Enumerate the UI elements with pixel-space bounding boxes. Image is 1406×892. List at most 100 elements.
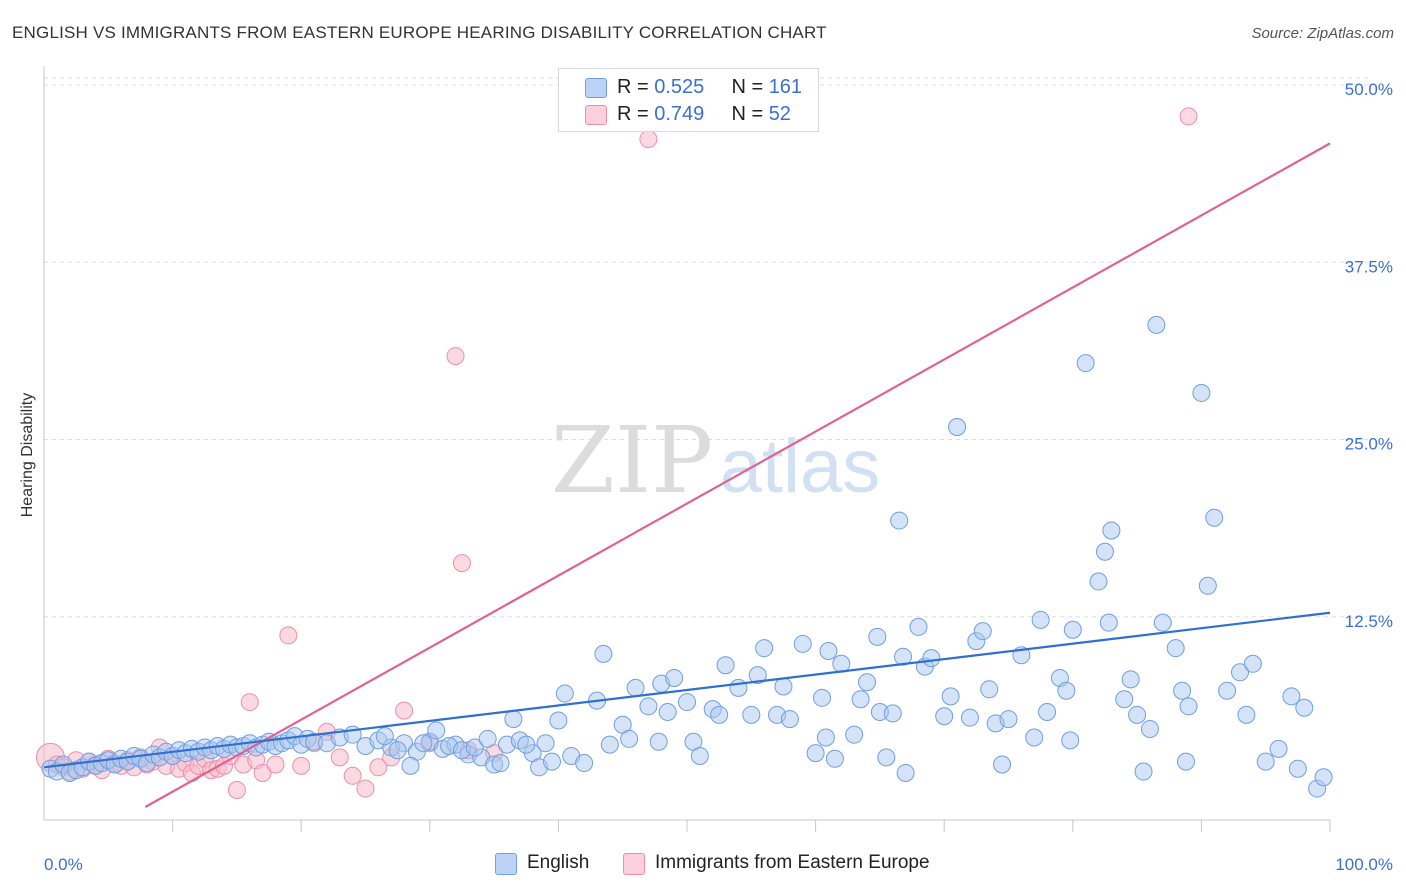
data-point-english xyxy=(1198,576,1217,595)
data-point-english xyxy=(542,752,561,771)
immigrants-legend-swatch xyxy=(623,853,645,875)
data-point-english xyxy=(1176,752,1195,771)
data-point-english xyxy=(729,678,748,697)
y-tick-label: 50.0% xyxy=(1345,80,1393,99)
data-point-english xyxy=(1237,705,1256,724)
data-point-english xyxy=(1166,639,1185,658)
trend-lines xyxy=(43,142,1331,808)
x-tick-label-max: 100.0% xyxy=(1335,855,1393,874)
data-point-english xyxy=(858,673,877,692)
data-point-english xyxy=(1243,654,1262,673)
data-point-english xyxy=(594,644,613,663)
data-point-english xyxy=(1282,687,1301,706)
data-point-english xyxy=(414,734,433,753)
watermark-zip: ZIP xyxy=(551,407,713,514)
chart-title: ENGLISH VS IMMIGRANTS FROM EASTERN EUROP… xyxy=(12,23,827,42)
data-point-english xyxy=(1314,768,1333,787)
data-point-english xyxy=(665,668,684,687)
n-value-immigrants: 52 xyxy=(768,103,791,125)
data-point-english xyxy=(935,707,954,726)
data-point-english xyxy=(504,710,523,729)
data-point-english xyxy=(658,702,677,721)
trend-line-immigrants xyxy=(144,142,1331,808)
english-legend-swatch xyxy=(495,853,517,875)
data-point-english xyxy=(1025,728,1044,747)
data-point-english xyxy=(549,711,568,730)
data-point-english xyxy=(1031,610,1050,629)
r-value-immigrants: 0.749 xyxy=(654,103,705,125)
data-point-english xyxy=(845,725,864,744)
data-point-immigrants xyxy=(240,693,259,712)
data-point-english xyxy=(465,738,484,757)
n-label: N = xyxy=(731,76,769,98)
r-label: R = xyxy=(617,76,655,98)
data-point-immigrants xyxy=(253,763,272,782)
grid-lines xyxy=(44,77,1370,618)
data-point-english xyxy=(742,705,761,724)
data-point-immigrants xyxy=(227,780,246,799)
data-point-english xyxy=(1057,681,1076,700)
data-point-immigrants xyxy=(446,347,465,366)
data-point-english xyxy=(851,690,870,709)
data-point-english xyxy=(1128,705,1147,724)
data-point-english xyxy=(1173,681,1192,700)
y-tick-label: 37.5% xyxy=(1345,257,1393,276)
data-point-english xyxy=(806,744,825,763)
data-point-english xyxy=(1147,315,1166,334)
data-point-immigrants xyxy=(330,748,349,767)
data-point-english xyxy=(993,755,1012,774)
n-label: N = xyxy=(731,103,769,125)
data-point-english xyxy=(1038,702,1057,721)
data-point-immigrants xyxy=(1179,107,1198,126)
legend-label-english: English xyxy=(527,852,590,873)
data-point-immigrants xyxy=(279,626,298,645)
y-tick-labels: 12.5% 25.0% 37.5% 50.0% xyxy=(1345,80,1393,631)
data-point-english xyxy=(1134,762,1153,781)
data-point-english xyxy=(427,721,446,740)
data-point-english xyxy=(1102,521,1121,540)
data-point-english xyxy=(388,741,407,760)
data-point-english xyxy=(639,697,658,716)
data-point-english xyxy=(909,617,928,636)
data-point-english xyxy=(716,656,735,675)
data-point-english xyxy=(620,729,639,748)
y-tick-label: 25.0% xyxy=(1345,435,1393,454)
data-point-english xyxy=(896,763,915,782)
data-point-english xyxy=(883,704,902,723)
data-point-english xyxy=(941,687,960,706)
x-tick-label-min: 0.0% xyxy=(44,855,83,874)
data-point-english xyxy=(1205,508,1224,527)
r-label: R = xyxy=(617,103,655,125)
data-point-english xyxy=(626,678,645,697)
data-point-english xyxy=(1295,698,1314,717)
data-point-english xyxy=(780,710,799,729)
axes xyxy=(43,66,1331,832)
data-point-english xyxy=(774,677,793,696)
data-point-english xyxy=(999,710,1018,729)
data-point-english xyxy=(1099,613,1118,632)
data-point-english xyxy=(600,735,619,754)
chart-source: Source: ZipAtlas.com xyxy=(1251,25,1394,42)
data-point-english xyxy=(678,693,696,712)
watermark-atlas: atlas xyxy=(720,424,881,509)
data-point-english xyxy=(890,511,909,530)
series-legend: English Immigrants from Eastern Europe xyxy=(0,852,1406,878)
data-point-english xyxy=(877,748,896,767)
data-point-english xyxy=(894,647,913,666)
x-tick-labels: 0.0% 100.0% xyxy=(44,855,1393,874)
data-point-english xyxy=(491,754,510,773)
data-point-english xyxy=(960,708,979,727)
data-point-english xyxy=(922,649,941,668)
data-point-immigrants xyxy=(639,130,658,149)
watermark: ZIP atlas xyxy=(551,407,880,514)
data-point-english xyxy=(973,622,992,641)
data-point-english xyxy=(401,756,420,775)
data-point-english xyxy=(478,729,497,748)
data-point-immigrants xyxy=(395,701,414,720)
data-point-english xyxy=(1115,690,1134,709)
data-point-english xyxy=(1061,731,1080,750)
data-point-immigrants xyxy=(343,766,362,785)
data-point-english xyxy=(755,639,774,658)
data-point-english xyxy=(1218,681,1237,700)
data-point-english xyxy=(1230,663,1249,682)
